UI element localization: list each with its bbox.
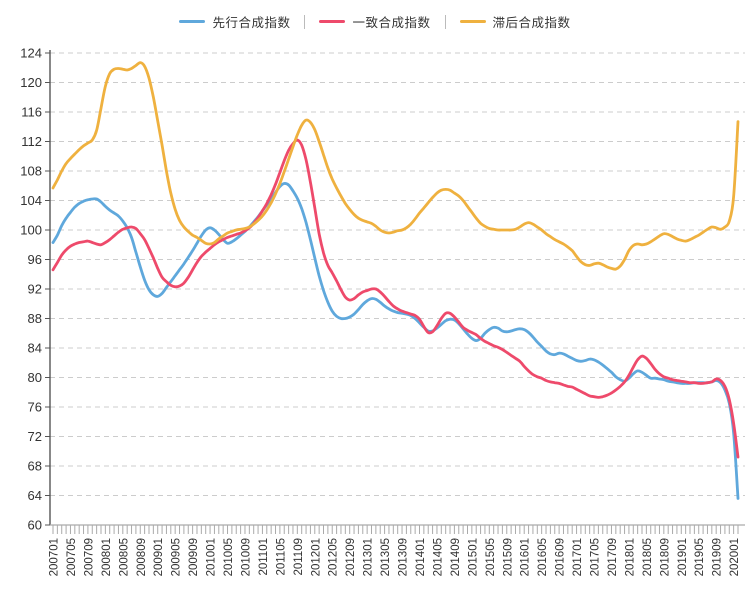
x-tick-label: 201509 <box>502 538 514 576</box>
x-tick-label: 201609 <box>555 538 567 576</box>
x-tick-label: 201301 <box>363 538 375 576</box>
y-tick-label: 60 <box>28 518 42 533</box>
legend-separator <box>304 14 306 29</box>
x-tick-label: 201005 <box>223 538 235 576</box>
y-tick-label: 88 <box>28 311 42 326</box>
y-tick-label: 68 <box>28 459 42 474</box>
y-tick-label: 108 <box>20 164 42 179</box>
x-tick-label: 201709 <box>607 538 619 576</box>
x-tick-label: 201401 <box>415 538 427 576</box>
x-tick-label: 201701 <box>572 538 584 576</box>
x-tick-label: 201905 <box>694 538 706 576</box>
y-tick-label: 112 <box>21 134 42 149</box>
y-tick-label: 72 <box>28 429 42 444</box>
x-tick-label: 200805 <box>118 538 130 576</box>
x-tick-label: 200701 <box>49 538 61 576</box>
gridlines <box>50 52 745 496</box>
series-line-coincident <box>51 138 740 459</box>
x-tick-label: 201009 <box>240 538 252 576</box>
x-tick-label: 202001 <box>729 538 741 576</box>
y-tick-label: 64 <box>28 488 42 503</box>
x-tick-label: 201901 <box>677 538 689 576</box>
series-line-lagging <box>51 61 740 271</box>
y-tick-label: 76 <box>28 400 42 415</box>
leading-series-label: 先行合成指数 <box>212 16 291 30</box>
legend-separator <box>444 14 446 29</box>
x-tick-label: 201001 <box>206 538 218 576</box>
x-tick-label: 201105 <box>275 538 287 576</box>
x-tick-label: 201909 <box>712 538 724 576</box>
y-tick-label: 96 <box>28 252 42 267</box>
legend-item-lagging[interactable]: 滞后合成指数 <box>459 12 571 31</box>
leading-series-swatch <box>179 20 206 23</box>
lagging-series-swatch <box>459 20 486 23</box>
x-tick-label: 201109 <box>293 538 305 576</box>
x-tick-label: 201601 <box>520 538 532 576</box>
x-tick-label: 201409 <box>450 538 462 576</box>
x-tick-label: 201101 <box>258 538 270 576</box>
x-tick-label: 201305 <box>380 538 392 576</box>
x-tick-label: 200905 <box>171 538 183 576</box>
x-tick-label: 201809 <box>659 538 671 576</box>
y-tick-label: 80 <box>28 370 42 385</box>
x-tick-label: 201405 <box>432 538 444 576</box>
series-lines <box>51 61 740 500</box>
x-tick-label: 201201 <box>310 538 322 576</box>
x-tick-label: 201501 <box>467 538 479 576</box>
legend: 先行合成指数 一致合成指数 滞后合成指数 <box>0 12 750 31</box>
x-tick-label: 201505 <box>485 538 497 576</box>
x-tick-label: 201605 <box>537 538 549 576</box>
y-tick-label: 116 <box>21 105 42 120</box>
x-tick-label: 201801 <box>624 538 636 576</box>
x-tick-label: 200801 <box>101 538 113 576</box>
x-tick-label: 201209 <box>345 538 357 576</box>
axis-labels: 60 64 68 72 76 80 84 88 92 96 100 104 108 112 116 120 12… <box>20 46 741 577</box>
x-tick-label: 201309 <box>398 538 410 576</box>
y-tick-label: 104 <box>20 193 42 208</box>
x-tick-label: 201705 <box>590 538 602 576</box>
x-tick-label: 200901 <box>153 538 165 576</box>
coincident-series-label: 一致合成指数 <box>352 16 431 30</box>
x-tick-label: 201805 <box>642 538 654 576</box>
lagging-series-label: 滞后合成指数 <box>492 16 571 30</box>
x-tick-label: 200909 <box>188 538 200 576</box>
legend-item-coincident[interactable]: 一致合成指数 <box>319 12 430 31</box>
y-tick-label: 100 <box>20 223 42 238</box>
x-tick-label: 201205 <box>328 538 340 576</box>
y-tick-label: 92 <box>28 282 42 297</box>
axes <box>45 50 745 534</box>
x-tick-label: 200709 <box>83 538 95 576</box>
y-tick-label: 84 <box>28 341 42 356</box>
y-tick-label: 120 <box>20 75 42 90</box>
x-tick-label: 200809 <box>136 538 148 576</box>
x-tick-label: 200705 <box>66 538 78 576</box>
coincident-series-swatch <box>319 20 346 23</box>
y-tick-label: 124 <box>20 46 42 61</box>
legend-item-leading[interactable]: 先行合成指数 <box>179 12 290 31</box>
